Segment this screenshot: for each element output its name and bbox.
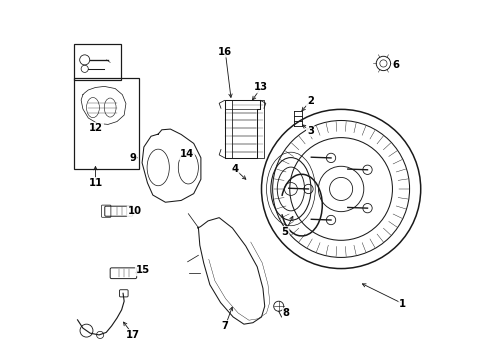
Circle shape bbox=[326, 153, 336, 163]
Text: 4: 4 bbox=[231, 164, 239, 174]
Text: 3: 3 bbox=[307, 126, 314, 136]
Text: 17: 17 bbox=[126, 330, 140, 340]
Text: 12: 12 bbox=[89, 123, 103, 133]
Text: 13: 13 bbox=[254, 82, 268, 93]
Circle shape bbox=[304, 184, 313, 194]
Text: 7: 7 bbox=[222, 321, 229, 331]
Text: 10: 10 bbox=[127, 206, 142, 216]
Text: 2: 2 bbox=[307, 96, 314, 106]
Circle shape bbox=[363, 203, 372, 213]
Text: 8: 8 bbox=[283, 309, 290, 318]
Circle shape bbox=[363, 165, 372, 175]
Bar bbox=[74, 78, 139, 168]
Text: 14: 14 bbox=[180, 149, 194, 159]
Text: 11: 11 bbox=[88, 178, 102, 188]
Text: 6: 6 bbox=[392, 60, 399, 70]
Bar bbox=[74, 44, 121, 80]
Text: 1: 1 bbox=[399, 299, 406, 309]
Circle shape bbox=[326, 215, 336, 225]
Text: 16: 16 bbox=[218, 46, 232, 57]
Text: 5: 5 bbox=[282, 227, 289, 237]
Text: 15: 15 bbox=[136, 265, 150, 275]
Text: 9: 9 bbox=[130, 153, 137, 163]
